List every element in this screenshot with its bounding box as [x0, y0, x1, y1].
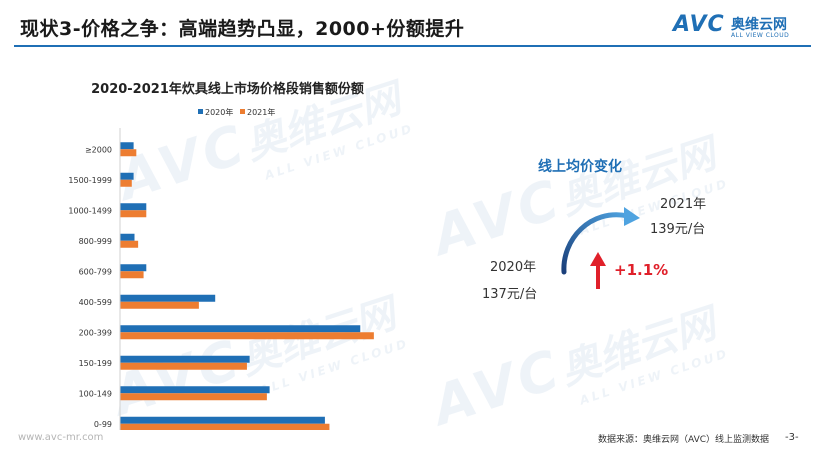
- up-arrow-icon: [590, 252, 606, 289]
- trend-arrows: [561, 207, 640, 289]
- bar: [120, 240, 139, 248]
- logo-avc-text: AVC: [673, 12, 725, 37]
- chart-title: 2020-2021年炊具线上市场价格段销售额份额: [91, 82, 364, 97]
- bar: [120, 294, 216, 302]
- category-label: 0-99: [94, 420, 112, 429]
- title-divider: [14, 45, 811, 47]
- price-2020-value: 137元/台: [482, 287, 538, 302]
- legend-swatch: [198, 109, 203, 114]
- category-label: ≥2000: [85, 145, 112, 154]
- logo-cn-text: 奥维云网: [731, 17, 787, 33]
- bar: [120, 264, 147, 272]
- legend-label: 2021年: [247, 107, 275, 117]
- category-label: 150-199: [79, 359, 112, 368]
- logo-en-text: ALL VIEW CLOUD: [731, 32, 790, 39]
- bar: [120, 355, 250, 363]
- category-label: 100-149: [79, 389, 112, 398]
- bar: [120, 210, 147, 218]
- bar: [120, 203, 147, 211]
- legend-swatch: [240, 109, 245, 114]
- bar: [120, 149, 137, 157]
- legend-label: 2020年: [205, 107, 233, 117]
- bar: [120, 301, 199, 309]
- bar: [120, 416, 325, 424]
- bar: [120, 423, 330, 430]
- price-panel-title: 线上均价变化: [538, 159, 622, 175]
- bar-chart: 2020年 2021年 ≥2000 1500-1999 1000-1499 800-999…: [68, 107, 374, 430]
- bar: [120, 362, 247, 370]
- curved-arrow-head-icon: [624, 207, 640, 226]
- footer-url: www.avc-mr.com: [18, 432, 104, 443]
- page-title: 现状3-价格之争：高端趋势凸显，2000+份额提升: [20, 18, 465, 40]
- bar: [120, 172, 134, 180]
- bar: [120, 393, 267, 401]
- category-label: 1500-1999: [68, 176, 112, 185]
- year-2020-label: 2020年: [490, 260, 537, 275]
- bar: [120, 142, 134, 150]
- data-source-note: 数据来源：奥维云网（AVC）线上监测数据: [598, 435, 770, 445]
- header: 现状3-价格之争：高端趋势凸显，2000+份额提升 AVC 奥维云网 ALL V…: [0, 0, 825, 50]
- bar: [120, 386, 270, 394]
- curved-arrow-icon: [561, 212, 631, 275]
- price-2021-value: 139元/台: [650, 222, 706, 237]
- avc-logo: AVC 奥维云网 ALL VIEW CLOUD: [673, 12, 803, 42]
- bar: [120, 332, 374, 340]
- bar: [120, 233, 135, 241]
- page-number: -3-: [785, 432, 799, 443]
- year-2021-label: 2021年: [660, 197, 707, 212]
- category-label: 600-799: [79, 267, 112, 276]
- category-label: 1000-1499: [68, 206, 112, 215]
- bar: [120, 271, 144, 279]
- price-change-value: +1.1%: [614, 261, 669, 279]
- bar: [120, 325, 361, 333]
- category-label: 200-399: [79, 328, 112, 337]
- category-label: 800-999: [79, 237, 112, 246]
- bar: [120, 179, 132, 187]
- category-label: 400-599: [79, 298, 112, 307]
